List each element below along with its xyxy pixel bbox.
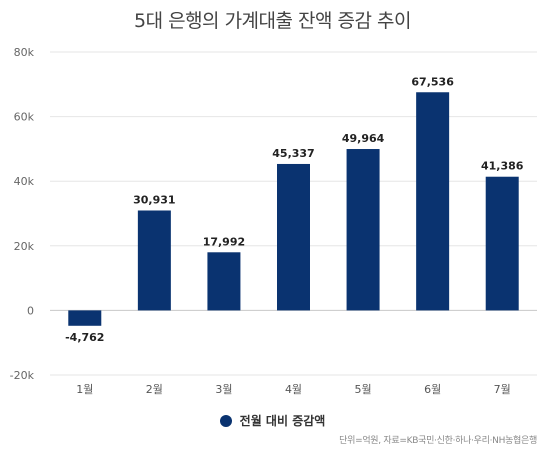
y-tick-label: -20k xyxy=(10,369,35,382)
data-label: 17,992 xyxy=(203,235,245,248)
y-tick-label: 60k xyxy=(14,111,35,124)
chart-title: 5대 은행의 가계대출 잔액 증감 추이 xyxy=(133,10,412,32)
bar xyxy=(485,176,519,311)
bar xyxy=(68,310,102,326)
y-tick-label: 20k xyxy=(14,240,35,253)
data-label: 67,536 xyxy=(411,75,454,88)
y-tick-label: 40k xyxy=(14,175,35,188)
y-tick-label: 80k xyxy=(14,46,35,59)
legend: 전월 대비 증감액 xyxy=(0,412,545,429)
data-label: 49,964 xyxy=(342,132,385,145)
source-note: 단위=억원, 자료=KB국민·신한·하나·우리·NH농협은행 xyxy=(339,436,537,446)
data-label: -4,762 xyxy=(65,331,104,344)
bar xyxy=(346,149,380,311)
x-tick-label: 6월 xyxy=(424,383,441,396)
data-label: 41,386 xyxy=(481,160,524,173)
y-tick-label: 0 xyxy=(27,304,34,317)
data-label: 45,337 xyxy=(272,147,314,160)
x-tick-label: 1월 xyxy=(76,383,93,396)
bar xyxy=(137,210,171,311)
legend-label: 전월 대비 증감액 xyxy=(239,414,326,428)
bar xyxy=(416,92,450,311)
x-tick-label: 7월 xyxy=(494,383,511,396)
x-tick-label: 3월 xyxy=(215,383,232,396)
x-tick-label: 5월 xyxy=(355,383,372,396)
x-tick-label: 4월 xyxy=(285,383,302,396)
x-tick-label: 2월 xyxy=(146,383,163,396)
data-label: 30,931 xyxy=(133,193,175,206)
legend-swatch xyxy=(219,414,232,427)
bar xyxy=(277,163,310,311)
bar xyxy=(207,252,241,311)
